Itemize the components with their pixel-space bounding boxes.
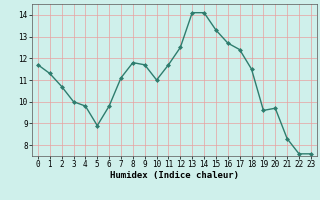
X-axis label: Humidex (Indice chaleur): Humidex (Indice chaleur): [110, 171, 239, 180]
